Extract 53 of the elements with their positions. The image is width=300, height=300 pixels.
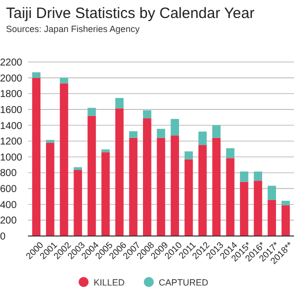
y-tick-label: 1400: [0, 120, 23, 132]
bar: [170, 136, 180, 236]
bar: [60, 78, 68, 84]
bar: [282, 200, 290, 206]
bar: [46, 142, 54, 236]
bar: [115, 98, 124, 108]
bar: [156, 138, 166, 236]
bar: [156, 128, 166, 138]
bar: [254, 180, 262, 236]
y-tick-label: 200: [0, 216, 18, 227]
bar: [240, 182, 248, 236]
bar: [226, 158, 234, 236]
y-tick-label: 1200: [0, 136, 23, 148]
y-tick-label: 1800: [0, 89, 23, 100]
bar: [184, 159, 193, 236]
bar: [184, 151, 193, 160]
bar: [198, 132, 207, 146]
bar: [142, 118, 152, 236]
bar: [198, 145, 207, 236]
bar: [254, 172, 262, 181]
y-tick-label: 600: [0, 184, 18, 196]
legend-label: KILLED: [94, 278, 126, 288]
y-tick-label: 2000: [0, 73, 23, 84]
chart-subtitle: Sources: Japan Fisheries Agency: [6, 24, 140, 34]
bar: [115, 108, 124, 236]
legend-label: CAPTURED: [158, 278, 209, 288]
y-tick-label: 400: [0, 200, 18, 211]
y-tick-label: 1600: [0, 104, 23, 116]
bar: [74, 170, 82, 236]
bar: [268, 200, 276, 236]
y-tick-label: 800: [0, 168, 18, 180]
chart-title: Taiji Drive Statistics by Calendar Year: [6, 5, 254, 22]
bar: [32, 72, 40, 78]
bar: [142, 110, 152, 118]
bar: [170, 118, 180, 136]
bar: [46, 140, 54, 143]
bar: [74, 167, 82, 170]
bar: [101, 152, 110, 236]
y-tick-label: 2200: [0, 58, 23, 68]
bar: [226, 148, 234, 158]
bar: [129, 138, 138, 236]
bar: [240, 172, 248, 182]
bar: [212, 138, 221, 236]
y-tick-label: 1000: [0, 152, 23, 164]
bar: [212, 125, 221, 138]
bar: [32, 78, 40, 236]
bar: [129, 131, 138, 138]
bar: [60, 83, 68, 236]
bar: [282, 205, 290, 236]
bar: [88, 108, 96, 116]
bar: [268, 186, 276, 200]
bar: [88, 116, 96, 236]
y-tick-label: 0: [0, 232, 6, 242]
